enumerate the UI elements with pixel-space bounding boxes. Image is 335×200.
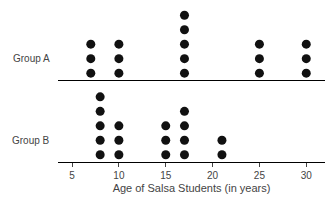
- svg-text:15: 15: [160, 170, 172, 181]
- svg-text:20: 20: [207, 170, 219, 181]
- svg-text:5: 5: [69, 170, 75, 181]
- svg-text:Group B: Group B: [12, 135, 50, 146]
- svg-text:30: 30: [301, 170, 313, 181]
- svg-text:Group A: Group A: [13, 53, 50, 64]
- svg-text:25: 25: [254, 170, 266, 181]
- svg-text:Age of Salsa Students (in year: Age of Salsa Students (in years): [113, 182, 271, 194]
- svg-text:10: 10: [113, 170, 125, 181]
